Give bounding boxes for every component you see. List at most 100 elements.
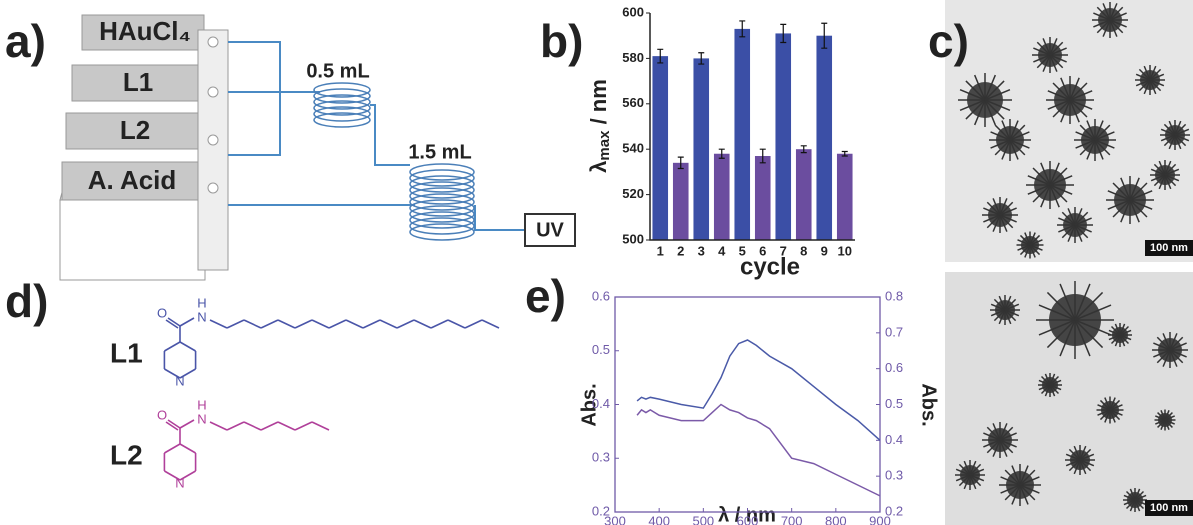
line-series <box>636 339 881 441</box>
spike <box>999 214 1014 229</box>
error-bar <box>780 23 787 44</box>
y-tick-label: 540 <box>622 141 644 156</box>
spike <box>993 309 1006 322</box>
spike <box>1109 409 1121 421</box>
spike <box>1038 304 1076 321</box>
spike <box>1049 41 1064 56</box>
spike <box>1009 139 1030 149</box>
y-tick-label: 0.3 <box>592 450 610 465</box>
spike <box>1074 211 1089 226</box>
y-label-sub: max <box>596 130 613 161</box>
spike <box>993 298 1006 311</box>
spike <box>1086 120 1096 141</box>
spike <box>999 201 1014 216</box>
spike <box>1160 128 1176 136</box>
spike <box>1162 349 1171 367</box>
spike <box>998 309 1006 325</box>
spike <box>1107 190 1131 201</box>
spike <box>1110 325 1121 336</box>
spike <box>1156 349 1171 364</box>
coil-loop <box>313 88 371 104</box>
spike <box>1068 459 1081 472</box>
bond <box>260 421 279 431</box>
coil-loop <box>409 181 475 199</box>
tubing <box>228 41 525 231</box>
atom-label: O <box>157 305 167 320</box>
bond <box>430 319 449 329</box>
spike <box>1079 459 1095 467</box>
spike <box>1102 19 1111 37</box>
y-tick-label: 500 <box>622 231 644 246</box>
reagent-label: HAuCl₄ <box>99 16 191 46</box>
error-bar <box>739 20 746 38</box>
spike <box>1153 349 1171 358</box>
spike <box>1086 139 1096 160</box>
spike <box>1049 54 1058 72</box>
spike <box>1129 177 1140 201</box>
y-tick-label: 0.5 <box>592 342 610 357</box>
spike <box>1102 3 1111 21</box>
spike <box>969 474 977 490</box>
spike <box>1049 384 1062 391</box>
line-series <box>636 403 881 497</box>
y2-tick-label: 0.8 <box>885 288 903 303</box>
tem-image: 100 nm <box>945 272 1193 525</box>
spike <box>1119 325 1130 336</box>
spike <box>1009 124 1026 141</box>
spike <box>1094 139 1111 156</box>
spike <box>983 214 1001 223</box>
spike <box>1093 12 1111 21</box>
spike <box>973 99 986 126</box>
spike <box>1019 469 1036 486</box>
y-tick-label: 580 <box>622 50 644 65</box>
spike <box>1168 134 1176 150</box>
spike <box>963 474 971 490</box>
spike <box>1029 232 1036 246</box>
spike <box>1149 65 1157 81</box>
spike <box>1149 73 1165 81</box>
spike <box>1052 99 1071 118</box>
spike <box>1011 484 1021 505</box>
y2-tick-label: 0.7 <box>885 324 903 339</box>
spike <box>1134 490 1145 501</box>
coil-loop <box>409 163 475 181</box>
spike <box>1164 174 1180 182</box>
y2-tick-label: 0.3 <box>885 468 903 483</box>
spike <box>994 124 1011 141</box>
spike <box>986 439 1001 454</box>
spike <box>1094 139 1115 149</box>
coil-loop <box>409 175 475 193</box>
coil-volume: 0.5 mL <box>306 60 369 82</box>
error-bar <box>677 156 684 170</box>
y-tick-label: 0.4 <box>592 396 610 411</box>
bond <box>447 319 466 329</box>
spike <box>1019 465 1029 486</box>
spike <box>984 88 1011 101</box>
spike <box>973 74 986 101</box>
panel-label: c) <box>928 15 969 67</box>
spike <box>1019 234 1031 246</box>
y-axis-label: λmax / nm <box>586 79 613 173</box>
molecule-label: L1 <box>110 337 143 368</box>
spike <box>1174 134 1190 142</box>
reagent-label: L1 <box>123 67 153 97</box>
spike <box>986 214 1001 229</box>
spike <box>1049 47 1067 56</box>
x-tick-label: 8 <box>800 243 807 258</box>
spike <box>969 463 982 476</box>
spike <box>1074 319 1104 349</box>
bond <box>164 368 181 379</box>
spike <box>1049 162 1060 186</box>
bond <box>179 368 196 379</box>
spike <box>1109 6 1124 21</box>
spike <box>1058 217 1076 226</box>
bond <box>464 319 483 329</box>
y-tick-label: 0.2 <box>592 503 610 518</box>
spike <box>1004 295 1012 311</box>
bond <box>179 317 195 327</box>
bond <box>179 443 196 454</box>
spike <box>999 214 1008 232</box>
spike <box>1109 19 1127 28</box>
x-tick-label: 10 <box>838 243 852 258</box>
